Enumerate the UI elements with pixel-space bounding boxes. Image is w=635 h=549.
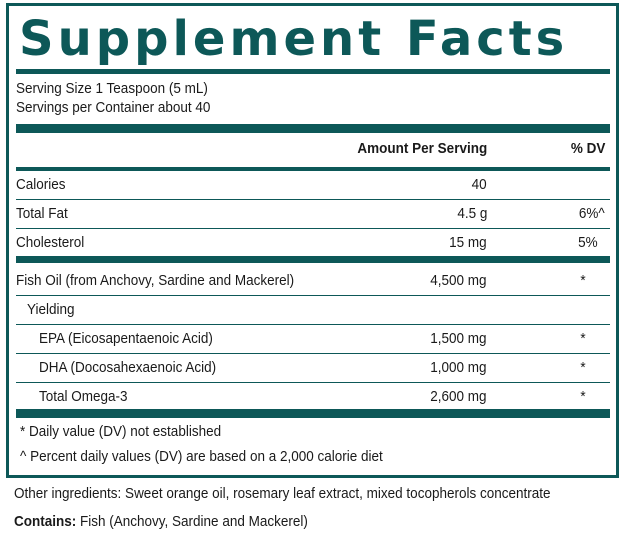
footnote-dv-not-established: * Daily value (DV) not established [20,423,222,440]
row-amount-cholesterol: 15 mg [449,234,487,251]
footnote-divider [16,409,610,418]
row-dv-cholesterol: 5% [578,234,598,251]
row-label-dha: DHA (Docosahexaenoic Acid) [39,359,217,376]
row-dv-dha: * [580,359,586,376]
contains-text: Fish (Anchovy, Sardine and Mackerel) [76,513,308,530]
row-divider [16,295,610,296]
row-label-epa: EPA (Eicosapentaenoic Acid) [39,330,213,347]
row-label-cholesterol: Cholesterol [16,234,85,251]
row-amount-dha: 1,000 mg [430,359,487,376]
row-amount-total-fat: 4.5 g [456,205,487,222]
row-divider [16,228,610,229]
other-ingredients: Other ingredients: Sweet orange oil, ros… [14,485,551,502]
row-divider [16,353,610,354]
amount-column-header: Amount Per Serving [357,140,487,157]
row-amount-epa: 1,500 mg [430,330,487,347]
row-divider [16,199,610,200]
row-label-fish-oil: Fish Oil (from Anchovy, Sardine and Mack… [16,272,295,289]
row-amount-total-omega-3: 2,600 mg [430,388,487,405]
column-header-divider [16,167,610,171]
panel-title: Supplement Facts [19,11,569,67]
title-divider [16,69,610,74]
row-label-total-fat: Total Fat [16,205,68,222]
row-label-total-omega-3: Total Omega-3 [39,388,128,405]
row-dv-fish-oil: * [580,272,586,289]
allergen-statement: Contains: Fish (Anchovy, Sardine and Mac… [14,513,308,531]
row-divider [16,382,610,383]
row-dv-total-omega-3: * [580,388,586,405]
row-divider [16,324,610,325]
row-label-yielding: Yielding [27,301,75,318]
row-dv-epa: * [580,330,586,347]
nutrient-section-divider [16,256,610,263]
row-amount-fish-oil: 4,500 mg [430,272,487,289]
supplement-facts-panel: Supplement Facts Serving Size 1 Teaspoon… [6,3,619,478]
row-label-calories: Calories [16,176,66,193]
row-amount-calories: 40 [471,176,487,193]
header-thick-divider [16,124,610,133]
dv-column-header: % DV [570,140,605,157]
contains-label: Contains: [14,513,77,530]
row-dv-total-fat: 6%^ [579,205,605,222]
serving-size: Serving Size 1 Teaspoon (5 mL) [16,80,208,97]
footnote-calorie-diet: ^ Percent daily values (DV) are based on… [20,448,383,465]
servings-per-container: Servings per Container about 40 [16,99,211,116]
